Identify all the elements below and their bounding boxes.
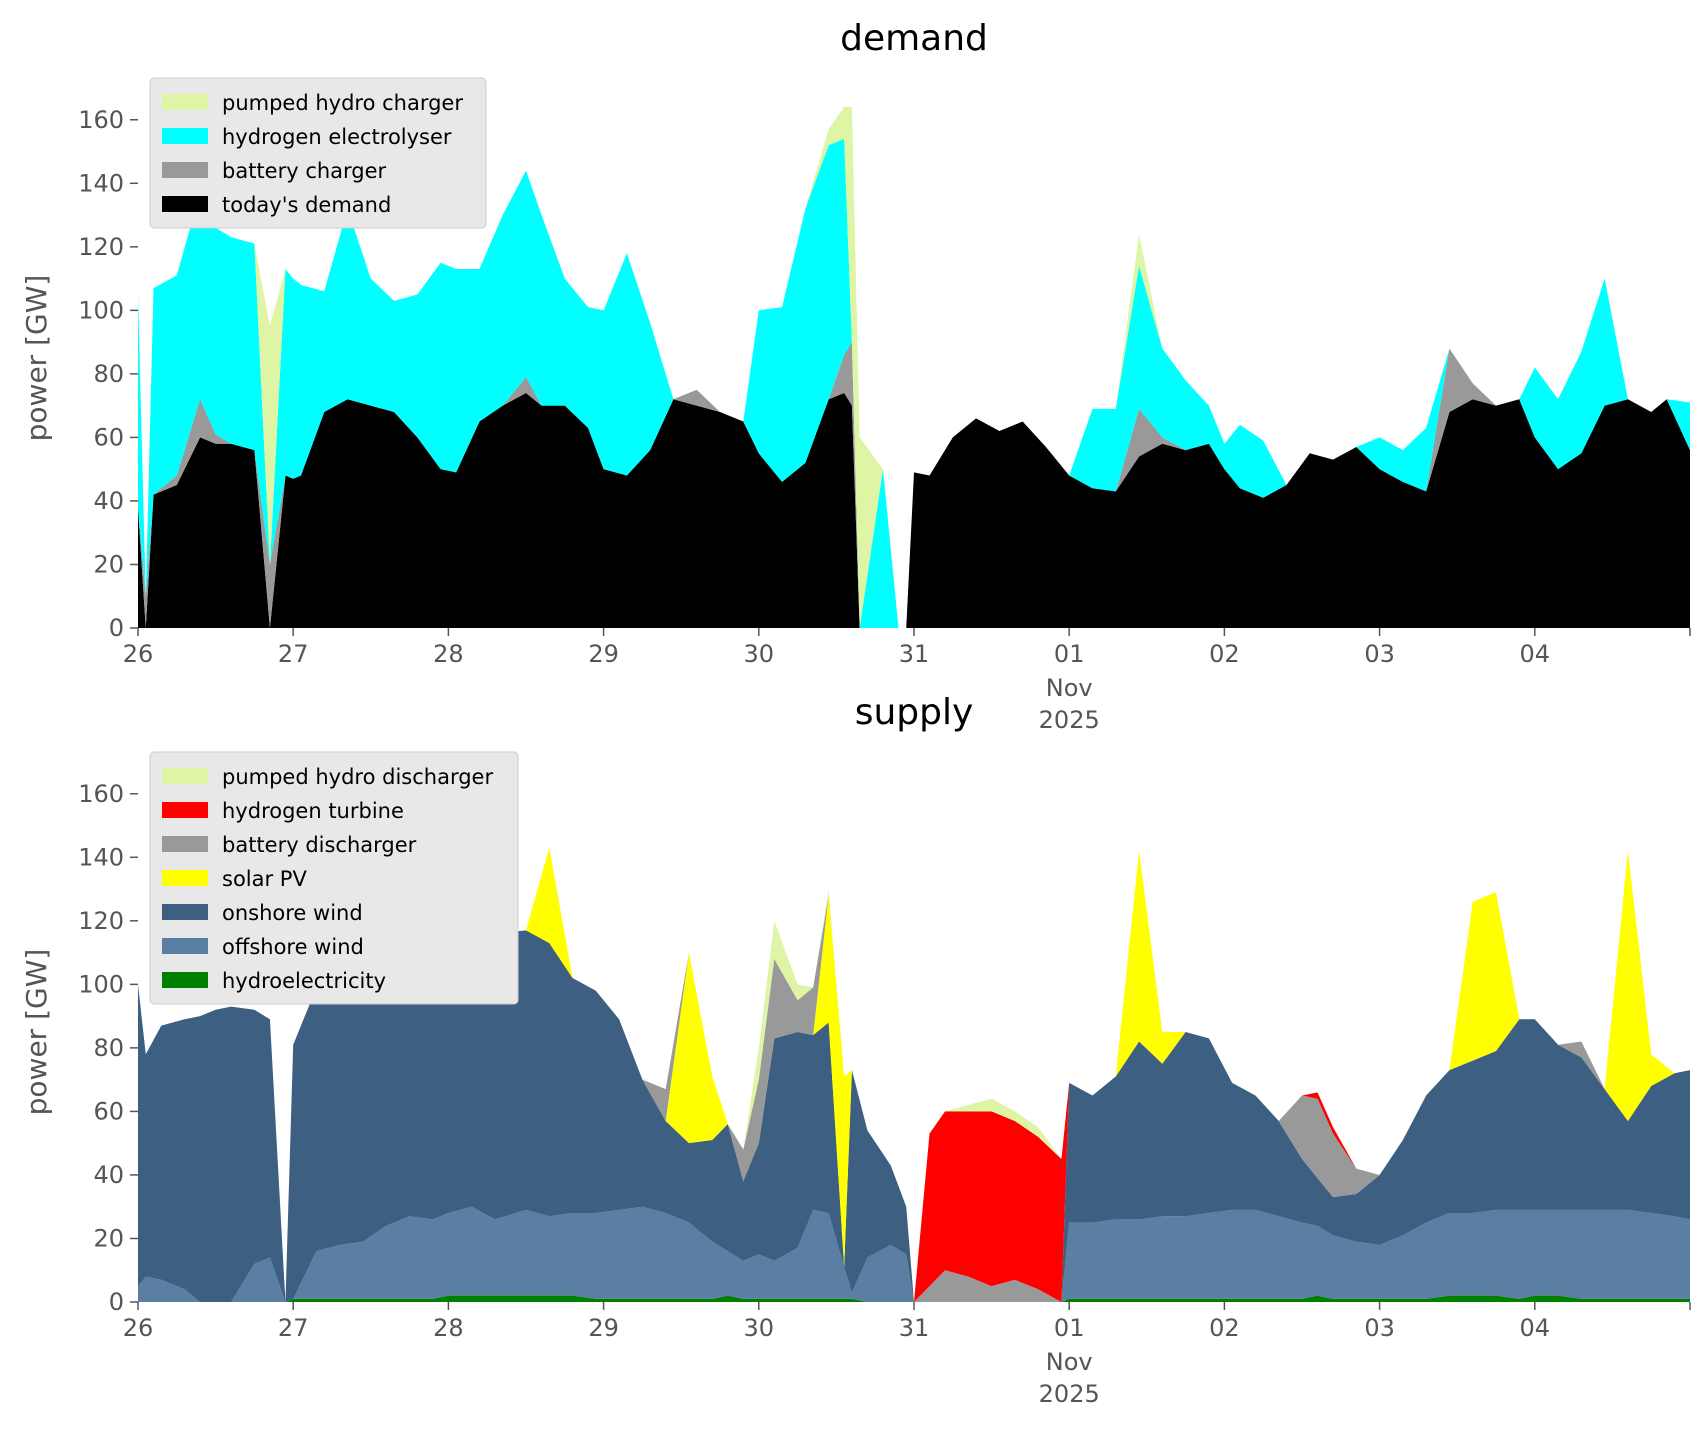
y-tick-label: 140: [78, 843, 124, 871]
x-tick-label: 02: [1209, 640, 1240, 668]
x-tick-label: 03: [1364, 640, 1395, 668]
legend-box: [149, 751, 519, 1005]
y-tick-label: 40: [93, 487, 124, 515]
x-tick-label: 01: [1054, 640, 1085, 668]
legend: pumped hydro charger hydrogen electrolyse…: [149, 77, 487, 229]
y-tick-label: 60: [93, 1097, 124, 1125]
x-tick-label: 31: [899, 1314, 930, 1342]
x-tick-label: 04: [1520, 1314, 1551, 1342]
legend-swatch-onshore-wind: [162, 904, 208, 920]
legend-swatch-battery-charger: [162, 162, 208, 178]
y-tick-label: 0: [109, 1288, 124, 1316]
x-tick-label: 26: [123, 640, 154, 668]
y-tick-label: 80: [93, 360, 124, 388]
x-tick-label: 27: [278, 1314, 309, 1342]
y-tick-label: 80: [93, 1034, 124, 1062]
chart-title: demand: [840, 18, 988, 59]
x-tick-label: 01: [1054, 1314, 1085, 1342]
legend-swatch-pumped-hydro-charger: [162, 94, 208, 110]
series-area-offshore-wind: [138, 1206, 1690, 1302]
series-area-hydroelectricity: [138, 1295, 1690, 1302]
legend: pumped hydro discharger hydrogen turbine b…: [149, 751, 519, 1005]
legend-label-today-s-demand: today's demand: [222, 193, 391, 217]
y-tick-label: 160: [78, 106, 124, 134]
legend-swatch-offshore-wind: [162, 938, 208, 954]
legend-label-offshore-wind: offshore wind: [222, 935, 364, 959]
chart-title: supply: [855, 692, 974, 733]
x-tick-label: 30: [744, 1314, 775, 1342]
legend-label-battery-charger: battery charger: [222, 159, 387, 183]
legend-swatch-pumped-hydro-discharger: [162, 768, 208, 784]
y-axis-label: power [GW]: [20, 275, 53, 442]
x-tick-label: 29: [588, 640, 619, 668]
x-tick-label: 26: [123, 1314, 154, 1342]
legend-swatch-hydrogen-electrolyser: [162, 128, 208, 144]
legend-swatch-battery-discharger: [162, 836, 208, 852]
x-tick-label: 04: [1520, 640, 1551, 668]
series-area-today-s-demand: [138, 392, 1690, 628]
x-tick-label: 28: [433, 1314, 464, 1342]
y-tick-label: 40: [93, 1161, 124, 1189]
y-tick-label: 140: [78, 169, 124, 197]
x-tick-label: 29: [588, 1314, 619, 1342]
x-tick-label: 02: [1209, 1314, 1240, 1342]
x-tick-label: 27: [278, 640, 309, 668]
series-area-hydrogen-electrolyser: [138, 138, 1690, 628]
legend-box: [149, 77, 487, 229]
y-tick-label: 100: [78, 296, 124, 324]
y-tick-label: 20: [93, 1224, 124, 1252]
legend-label-hydroelectricity: hydroelectricity: [222, 969, 386, 993]
y-tick-label: 20: [93, 550, 124, 578]
legend-swatch-solar-pv: [162, 870, 208, 886]
y-axis-label: power [GW]: [20, 949, 53, 1116]
legend-label-hydrogen-turbine: hydrogen turbine: [222, 799, 404, 823]
x-tick-label: 03: [1364, 1314, 1395, 1342]
series-area-onshore-wind: [138, 930, 1690, 1302]
x-tick-sublabel: Nov: [1046, 1348, 1093, 1376]
y-tick-label: 120: [78, 907, 124, 935]
legend-label-onshore-wind: onshore wind: [222, 901, 363, 925]
x-tick-label: 31: [899, 640, 930, 668]
legend-label-hydrogen-electrolyser: hydrogen electrolyser: [222, 125, 452, 149]
legend-swatch-hydrogen-turbine: [162, 802, 208, 818]
legend-swatch-hydroelectricity: [162, 972, 208, 988]
legend-label-battery-discharger: battery discharger: [222, 833, 417, 857]
legend-swatch-today-s-demand: [162, 196, 208, 212]
x-tick-sublabel: 2025: [1039, 1380, 1100, 1408]
legend-label-pumped-hydro-discharger: pumped hydro discharger: [222, 765, 493, 789]
x-tick-label: 28: [433, 640, 464, 668]
legend-label-pumped-hydro-charger: pumped hydro charger: [222, 91, 463, 115]
y-tick-label: 100: [78, 970, 124, 998]
legend-label-solar-pv: solar PV: [222, 867, 307, 891]
x-tick-sublabel: 2025: [1039, 706, 1100, 734]
y-tick-label: 120: [78, 233, 124, 261]
y-tick-label: 160: [78, 780, 124, 808]
y-tick-label: 60: [93, 423, 124, 451]
x-tick-sublabel: Nov: [1046, 674, 1093, 702]
y-tick-label: 0: [109, 614, 124, 642]
x-tick-label: 30: [744, 640, 775, 668]
